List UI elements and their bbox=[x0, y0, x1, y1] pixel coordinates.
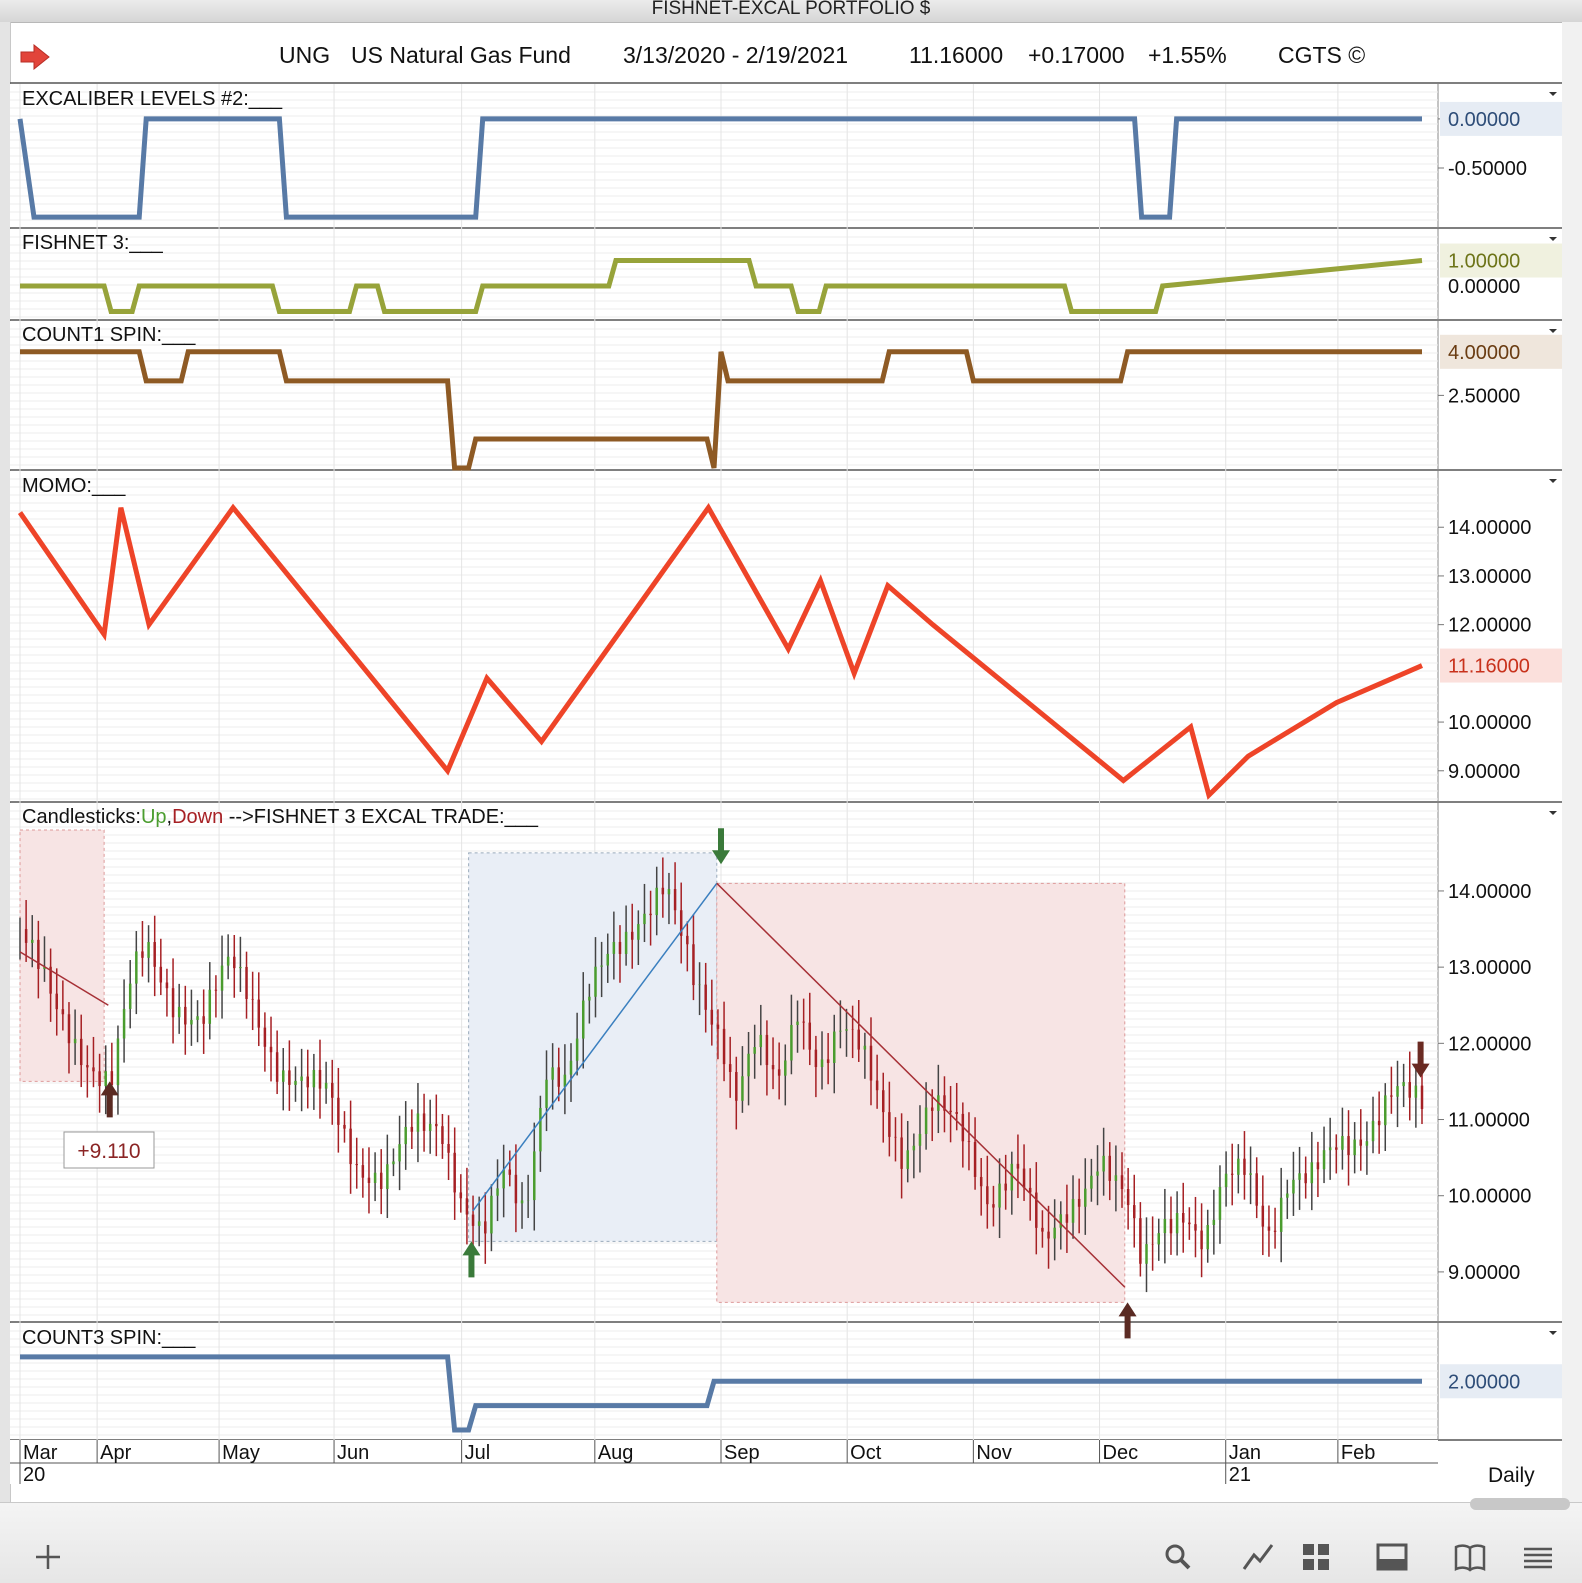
y-tick-label: 12.00000 bbox=[1448, 1033, 1531, 1055]
month-label: Dec bbox=[1103, 1442, 1139, 1464]
y-tick-label: 13.00000 bbox=[1448, 566, 1531, 588]
y-tick-label: 9.00000 bbox=[1448, 1262, 1520, 1284]
fishnet-series-line bbox=[20, 258, 1423, 314]
short-trade-box bbox=[19, 829, 105, 1082]
symbol-info-bar: UNG US Natural Gas Fund 3/13/2020 - 2/19… bbox=[10, 34, 1570, 82]
symbol-name: US Natural Gas Fund bbox=[351, 42, 571, 68]
chart-area[interactable]: +9.110 Mar Apr May Jun Jul Aug Sep Oct Nov Dec Jan… bbox=[0, 0, 1582, 1502]
y-tick-label: -0.50000 bbox=[1448, 158, 1527, 180]
last-value-tag bbox=[1440, 648, 1562, 683]
window-title: FISHNET-EXCAL PORTFOLIO $ bbox=[651, 0, 931, 19]
panel-menu-chevron-icon bbox=[1549, 811, 1557, 815]
panel-menu-chevron-icon bbox=[1549, 1331, 1557, 1335]
month-label: Mar bbox=[23, 1442, 58, 1464]
credit: CGTS © bbox=[1278, 42, 1366, 68]
year-label: 20 bbox=[23, 1464, 45, 1486]
month-label: Jun bbox=[337, 1442, 369, 1464]
month-label: Aug bbox=[598, 1442, 634, 1464]
panel-fishnet bbox=[10, 229, 1562, 320]
count1-panel-label: COUNT1 SPIN:___ bbox=[22, 324, 196, 346]
short-trade-line bbox=[19, 951, 109, 1006]
last-value-tag bbox=[1440, 243, 1562, 278]
candles-panel-label: Candlesticks:Up,Down -->FISHNET 3 EXCAL … bbox=[22, 806, 539, 828]
month-label: Jan bbox=[1229, 1442, 1261, 1464]
price-change-pct: +1.55% bbox=[1148, 42, 1227, 68]
y-tick-label: 14.00000 bbox=[1448, 517, 1531, 539]
right-scroll-edge[interactable] bbox=[1562, 22, 1582, 1502]
long-trade-line bbox=[472, 882, 718, 1212]
plus-icon[interactable] bbox=[30, 1539, 66, 1575]
last-value-tag bbox=[1440, 334, 1562, 369]
last-value-label: 4.00000 bbox=[1448, 342, 1520, 364]
month-label: Jul bbox=[465, 1442, 491, 1464]
sell-arrow-icon bbox=[712, 828, 730, 865]
panel-menu-chevron-icon bbox=[1549, 237, 1557, 241]
long-trade-box bbox=[468, 852, 718, 1242]
y-tick-label: 10.00000 bbox=[1448, 712, 1531, 734]
book-icon[interactable] bbox=[1452, 1539, 1488, 1575]
month-label: Apr bbox=[100, 1442, 131, 1464]
date-range: 3/13/2020 - 2/19/2021 bbox=[623, 42, 849, 68]
y-tick-label: 11.00000 bbox=[1448, 1110, 1530, 1132]
month-label: Sep bbox=[724, 1442, 760, 1464]
window-titlebar: FISHNET-EXCAL PORTFOLIO $ bbox=[0, 0, 1582, 23]
panel-momo bbox=[10, 471, 1562, 802]
fishnet-panel-label: FISHNET 3:___ bbox=[22, 232, 164, 254]
excal-panel-label: EXCALIBER LEVELS #2:___ bbox=[22, 88, 283, 110]
panel-menu-chevron-icon bbox=[1549, 479, 1557, 483]
symbol: UNG bbox=[279, 42, 331, 68]
last-price: 11.16000 bbox=[909, 42, 1004, 68]
count1-series-line bbox=[20, 349, 1422, 471]
profit-box bbox=[63, 1131, 155, 1169]
y-tick-label: 0.00000 bbox=[1448, 276, 1520, 298]
x-axis bbox=[10, 1440, 1438, 1484]
short-trade-line bbox=[716, 882, 1126, 1288]
line-chart-icon[interactable] bbox=[1240, 1539, 1276, 1575]
buy-arrow-icon bbox=[462, 1241, 481, 1278]
search-icon[interactable] bbox=[1160, 1539, 1196, 1575]
price-change: +0.17000 bbox=[1028, 42, 1125, 68]
horizontal-scroll-thumb[interactable] bbox=[1470, 1498, 1570, 1510]
last-value-label: 11.16000 bbox=[1448, 656, 1530, 678]
count3-panel-label: COUNT3 SPIN:___ bbox=[22, 1327, 196, 1349]
month-label: May bbox=[222, 1442, 260, 1464]
bottom-toolbar bbox=[0, 1498, 1582, 1583]
momo-series-line bbox=[17, 503, 1423, 800]
month-label: Nov bbox=[976, 1442, 1012, 1464]
y-tick-label: 12.00000 bbox=[1448, 615, 1531, 637]
y-tick-label: 2.50000 bbox=[1448, 385, 1520, 407]
month-label: Oct bbox=[850, 1442, 882, 1464]
menu-icon[interactable] bbox=[1520, 1539, 1556, 1575]
grid-icon[interactable] bbox=[1298, 1539, 1334, 1575]
last-value-tag bbox=[1440, 1364, 1562, 1399]
year-label: 21 bbox=[1229, 1464, 1251, 1486]
last-value-label: 1.00000 bbox=[1448, 251, 1520, 273]
y-tick-label: 10.00000 bbox=[1448, 1186, 1531, 1208]
momo-panel-label: MOMO:___ bbox=[22, 475, 126, 497]
window-icon[interactable] bbox=[1374, 1539, 1410, 1575]
panel-menu-chevron-icon bbox=[1549, 92, 1557, 96]
panel-count1 bbox=[10, 321, 1562, 470]
count3-series-line bbox=[20, 1354, 1422, 1433]
last-value-tag bbox=[1440, 101, 1562, 136]
excal-series-line bbox=[17, 116, 1422, 220]
buy-arrow-icon bbox=[100, 1081, 119, 1118]
short-trade-box bbox=[716, 882, 1126, 1303]
red-right-arrow-icon[interactable] bbox=[20, 44, 50, 70]
period-label[interactable]: Daily bbox=[1488, 1464, 1535, 1487]
panel-menu-chevron-icon bbox=[1549, 329, 1557, 333]
profit-label: +9.110 bbox=[77, 1140, 140, 1163]
buy-arrow-icon bbox=[1118, 1302, 1137, 1339]
y-tick-label: 14.00000 bbox=[1448, 881, 1531, 903]
y-tick-label: 9.00000 bbox=[1448, 761, 1520, 783]
month-label: Feb bbox=[1341, 1442, 1375, 1464]
last-value-label: 2.00000 bbox=[1448, 1371, 1520, 1393]
last-value-label: 0.00000 bbox=[1448, 109, 1520, 131]
sell-arrow-icon bbox=[1411, 1041, 1430, 1078]
y-tick-label: 13.00000 bbox=[1448, 957, 1531, 979]
